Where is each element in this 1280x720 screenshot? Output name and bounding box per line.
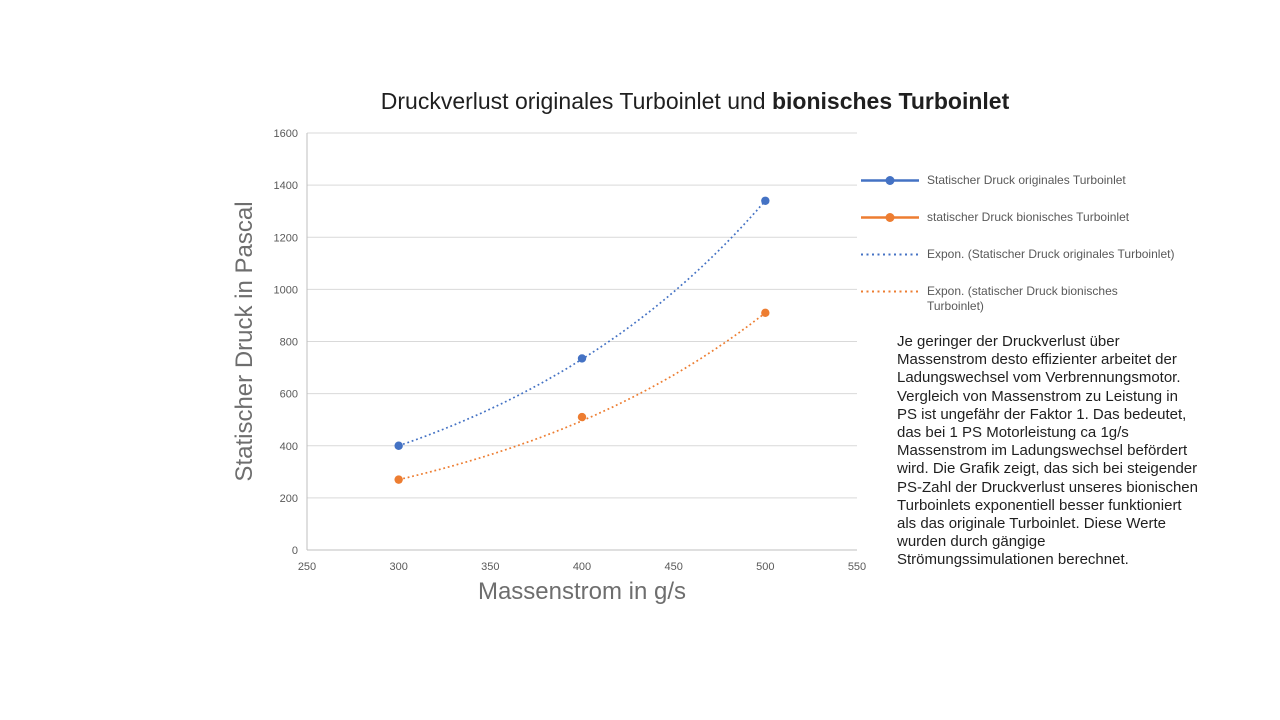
legend-item: Statischer Druck originales Turboinlet bbox=[861, 173, 1177, 188]
legend-item: statischer Druck bionisches Turboinlet bbox=[861, 210, 1177, 225]
x-axis-title: Massenstrom in g/s bbox=[478, 578, 686, 605]
data-point-marker bbox=[761, 196, 770, 205]
legend-dotted-line-icon bbox=[861, 253, 919, 256]
legend-dotted-line-icon bbox=[861, 290, 919, 293]
chart-title-regular: Druckverlust originales Turboinlet und bbox=[380, 88, 772, 114]
x-tick-label: 450 bbox=[664, 561, 682, 573]
legend-item-label: Expon. (statischer Druck bionisches Turb… bbox=[927, 284, 1118, 313]
legend-item-label: Expon. (Statischer Druck originales Turb… bbox=[927, 247, 1175, 261]
chart-legend: Statischer Druck originales Turboinlet st… bbox=[861, 0, 1174, 330]
y-tick-label: 600 bbox=[280, 389, 298, 401]
chart-title: Druckverlust originales Turboinlet und b… bbox=[240, 88, 1150, 115]
x-tick-label: 500 bbox=[756, 561, 774, 573]
y-tick-label: 1600 bbox=[274, 128, 298, 140]
y-tick-label: 200 bbox=[280, 493, 298, 505]
x-tick-label: 550 bbox=[848, 561, 866, 573]
data-point-marker bbox=[577, 354, 587, 363]
data-point-marker bbox=[577, 412, 587, 422]
data-point-marker bbox=[394, 441, 403, 450]
y-tick-label: 400 bbox=[280, 441, 298, 453]
y-tick-label: 1200 bbox=[274, 232, 298, 244]
y-axis-title: Statischer Druck in Pascal bbox=[231, 201, 258, 481]
annotation-text: Je geringer der Druckverlust über Massen… bbox=[897, 333, 1198, 569]
data-point-marker bbox=[761, 308, 770, 318]
y-tick-label: 1000 bbox=[274, 284, 298, 296]
chart-title-bold: bionisches Turboinlet bbox=[771, 88, 1010, 114]
y-tick-label: 0 bbox=[292, 545, 298, 557]
x-tick-label: 350 bbox=[481, 561, 499, 573]
legend-item: Expon. (statischer Druck bionisches Turb… bbox=[861, 284, 1177, 314]
x-tick-label: 250 bbox=[298, 561, 316, 573]
y-tick-label: 800 bbox=[280, 337, 298, 349]
legend-item-label: Statischer Druck originales Turboinlet bbox=[927, 173, 1126, 187]
x-tick-label: 400 bbox=[573, 561, 591, 573]
x-tick-label: 300 bbox=[389, 561, 407, 573]
data-point-marker bbox=[394, 475, 403, 484]
legend-item: Expon. (Statischer Druck originales Turb… bbox=[861, 247, 1177, 262]
legend-line-marker-icon bbox=[861, 213, 919, 222]
trendline bbox=[398, 312, 766, 481]
y-tick-label: 1400 bbox=[274, 180, 298, 192]
legend-line-marker-icon bbox=[861, 176, 919, 185]
legend-item-label: statischer Druck bionisches Turboinlet bbox=[927, 210, 1130, 224]
